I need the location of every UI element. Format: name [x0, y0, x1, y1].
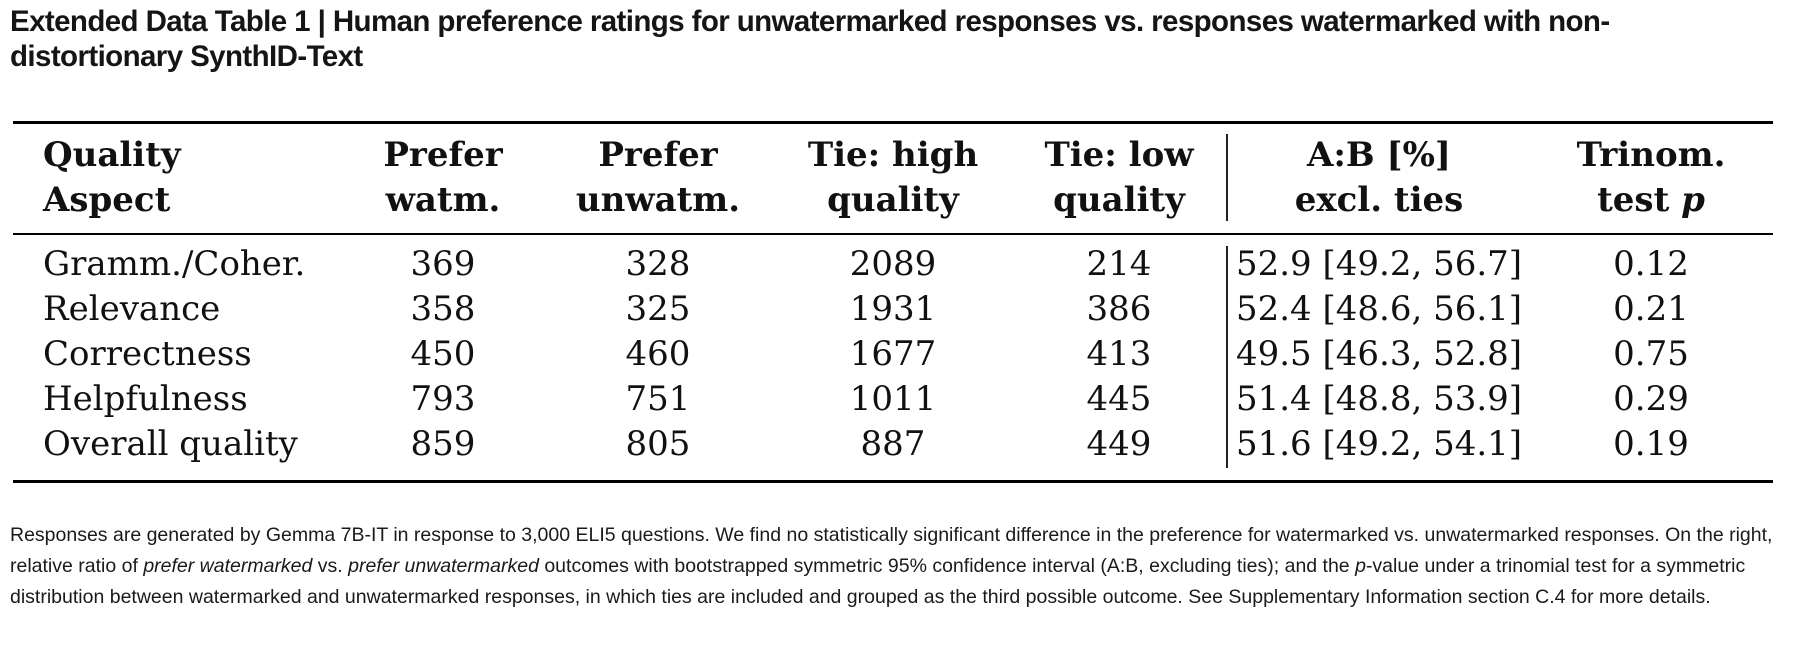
table-header-rule — [13, 233, 1773, 235]
cell-prefer-watm: 450 — [410, 334, 476, 374]
table-row: Relevance 358 325 1931 386 52.4 [48.6, 5… — [13, 287, 1773, 332]
cell-prefer-unwatm: 805 — [625, 424, 691, 464]
cell-aspect: Correctness — [43, 334, 252, 374]
cell-ab-ratio: 51.4 [48.8, 53.9] — [1235, 379, 1523, 419]
cell-aspect: Helpfulness — [43, 379, 248, 419]
cell-aspect: Relevance — [43, 289, 221, 329]
cell-tie-high: 1011 — [849, 379, 937, 419]
cell-trinom-p: 0.21 — [1613, 289, 1689, 329]
table-row: Overall quality 859 805 887 449 51.6 [49… — [13, 422, 1773, 467]
cell-tie-low: 445 — [1086, 379, 1152, 419]
cell-prefer-unwatm: 751 — [625, 379, 691, 419]
table-caption-title: Extended Data Table 1 | Human preference… — [10, 5, 1610, 73]
cell-tie-high: 2089 — [849, 244, 937, 284]
cell-tie-low: 386 — [1086, 289, 1152, 329]
cell-trinom-p: 0.12 — [1613, 244, 1689, 284]
cell-trinom-p: 0.29 — [1613, 379, 1689, 419]
column-divider-body — [1226, 246, 1228, 468]
cell-tie-low: 214 — [1086, 244, 1152, 284]
cell-prefer-watm: 369 — [410, 244, 476, 284]
header-trinomial-test: Trinom. test p — [1576, 135, 1726, 220]
cell-ab-ratio: 49.5 [46.3, 52.8] — [1235, 334, 1523, 374]
header-quality-aspect: Quality Aspect — [43, 135, 181, 220]
header-tie-low-quality: Tie: low quality — [1044, 135, 1194, 220]
cell-aspect: Overall quality — [43, 424, 298, 464]
cell-ab-ratio: 52.4 [48.6, 56.1] — [1235, 289, 1523, 329]
cell-tie-high: 1931 — [849, 289, 937, 329]
table-bottom-rule — [13, 480, 1773, 483]
table-top-rule — [13, 121, 1773, 124]
cell-tie-low: 413 — [1086, 334, 1152, 374]
cell-prefer-watm: 859 — [410, 424, 476, 464]
header-prefer-unwatermarked: Prefer unwatm. — [575, 135, 741, 220]
cell-prefer-unwatm: 325 — [625, 289, 691, 329]
column-divider-header — [1226, 134, 1228, 221]
cell-tie-high: 1677 — [849, 334, 937, 374]
cell-trinom-p: 0.75 — [1613, 334, 1689, 374]
cell-prefer-watm: 793 — [410, 379, 476, 419]
cell-prefer-unwatm: 460 — [625, 334, 691, 374]
cell-tie-low: 449 — [1086, 424, 1152, 464]
cell-ab-ratio: 51.6 [49.2, 54.1] — [1235, 424, 1523, 464]
cell-ab-ratio: 52.9 [49.2, 56.7] — [1235, 244, 1523, 284]
header-tie-high-quality: Tie: high quality — [807, 135, 979, 220]
cell-tie-high: 887 — [860, 424, 926, 464]
header-prefer-watermarked: Prefer watm. — [383, 135, 503, 220]
header-ab-ratio: A:B [%] excl. ties — [1294, 135, 1464, 220]
table-footnote: Responses are generated by Gemma 7B-IT i… — [10, 524, 1773, 608]
table-row: Helpfulness 793 751 1011 445 51.4 [48.8,… — [13, 377, 1773, 422]
cell-prefer-watm: 358 — [410, 289, 476, 329]
table-row: Correctness 450 460 1677 413 49.5 [46.3,… — [13, 332, 1773, 377]
cell-prefer-unwatm: 328 — [625, 244, 691, 284]
cell-aspect: Gramm./Coher. — [43, 244, 306, 284]
preference-table: Quality Aspect Prefer watm. Prefer unwat… — [13, 121, 1773, 485]
table-row: Gramm./Coher. 369 328 2089 214 52.9 [49.… — [13, 242, 1773, 287]
cell-trinom-p: 0.19 — [1613, 424, 1689, 464]
